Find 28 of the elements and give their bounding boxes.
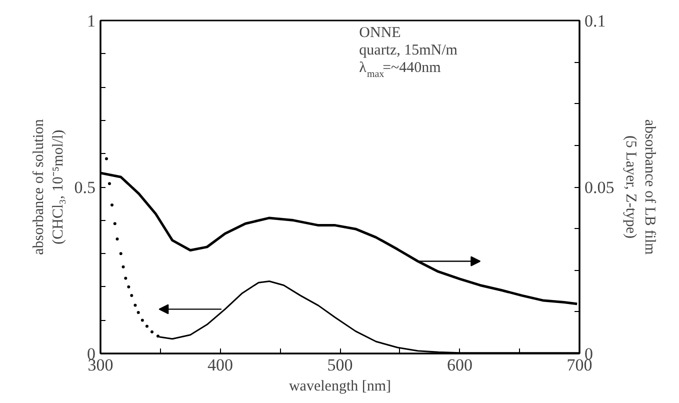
- y-axis-title: absorbance of solution (CHCl₃, 10⁻⁵mol/l): [31, 118, 66, 255]
- x-tick-label: 600: [447, 356, 472, 374]
- point: [124, 276, 128, 280]
- point: [134, 304, 137, 307]
- point: [122, 265, 125, 268]
- point: [108, 182, 111, 186]
- point: [140, 318, 144, 322]
- point: [116, 237, 119, 240]
- y2-axis-title: absorbance of LB film (5 Layer, Z-type): [622, 119, 658, 256]
- y-tick-label: 0.5: [74, 178, 96, 197]
- x-tick-label: 500: [327, 356, 353, 374]
- point: [156, 334, 160, 338]
- annotation: quartz, 15mN/m: [359, 42, 458, 58]
- point: [127, 285, 130, 288]
- y-tick-label: 1: [87, 12, 96, 30]
- x-axis-title: wavelength [nm]: [288, 378, 392, 394]
- y2-tick-label: 0.1: [584, 12, 606, 30]
- point: [150, 330, 154, 334]
- point: [130, 294, 134, 298]
- point: [104, 157, 108, 160]
- x-tick-label: 400: [208, 356, 233, 374]
- point: [110, 203, 114, 206]
- annotation: ONNE: [359, 24, 401, 41]
- y2-tick-label: 0.05: [584, 178, 614, 197]
- point: [136, 311, 140, 314]
- point: [145, 324, 148, 328]
- point: [113, 222, 116, 226]
- point: [119, 252, 122, 256]
